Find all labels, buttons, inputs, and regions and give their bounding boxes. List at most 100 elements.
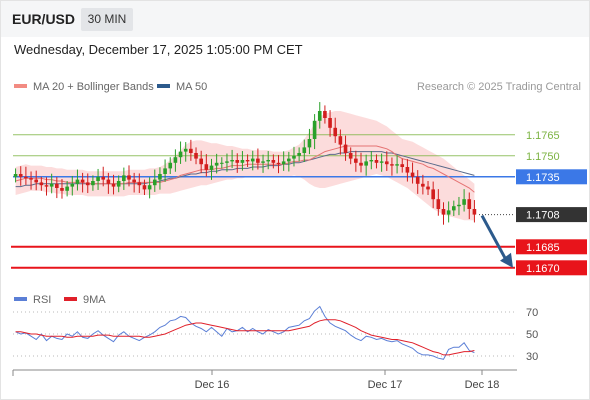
rsi-series-9ma xyxy=(15,319,475,356)
rsi-legend-label: RSI xyxy=(33,294,52,306)
legend-rsi: RSI xyxy=(14,294,51,306)
ma20-legend-label: MA 20 + Bollinger Bands xyxy=(33,81,154,93)
candle-body xyxy=(204,164,209,170)
support-label-bg-5 xyxy=(516,260,587,276)
candle-body xyxy=(55,183,59,188)
candle-body xyxy=(39,182,44,186)
candle-body xyxy=(271,160,276,163)
candle-body xyxy=(142,185,147,190)
candle-body xyxy=(472,209,477,215)
candle-body xyxy=(328,118,332,128)
candle-body xyxy=(80,179,85,183)
candle-body xyxy=(266,160,271,162)
candle-body xyxy=(168,162,173,169)
candle-body xyxy=(462,199,466,205)
candle-body xyxy=(13,174,18,177)
candle-body xyxy=(467,199,472,209)
candle-body xyxy=(415,176,420,184)
candle-body xyxy=(163,168,167,174)
current-label-3: 1.1708 xyxy=(526,210,560,222)
candle-body xyxy=(158,174,162,180)
x-tick-label-0: Dec 16 xyxy=(195,379,230,391)
timeframe-button[interactable]: 30 MIN xyxy=(81,8,133,31)
candle-body xyxy=(421,183,425,187)
candle-body xyxy=(374,160,379,163)
candle-body xyxy=(302,147,307,153)
candle-body xyxy=(18,174,23,177)
candle-body xyxy=(85,182,90,186)
ma9-legend-label: 9MA xyxy=(83,294,106,306)
candle-body xyxy=(261,161,265,163)
candle-body xyxy=(75,179,80,184)
ma50-swatch xyxy=(157,84,170,89)
symbol-label: EUR/USD xyxy=(12,11,76,27)
ma50-legend-label: MA 50 xyxy=(176,81,208,93)
support-label-bg-4 xyxy=(516,239,587,255)
current-label-bg-3 xyxy=(516,207,587,223)
candle-body xyxy=(173,157,178,163)
candle-body xyxy=(457,204,461,207)
candle-body xyxy=(276,162,281,165)
x-tick-label-2: Dec 18 xyxy=(465,379,500,391)
x-tick-label-1: Dec 17 xyxy=(368,379,403,391)
pivot-label-bg-2 xyxy=(516,169,587,185)
candle-body xyxy=(24,176,28,179)
candle-body xyxy=(400,164,405,167)
candle-body xyxy=(70,183,75,187)
candle-body xyxy=(410,172,415,177)
legend-9ma: 9MA xyxy=(64,294,106,306)
candle-body xyxy=(338,136,343,145)
candle-body xyxy=(137,182,142,186)
candle-body xyxy=(147,185,152,190)
candle-body xyxy=(65,186,69,191)
candle-body xyxy=(225,161,229,163)
candle-body xyxy=(230,160,234,162)
candle-body xyxy=(281,161,286,165)
rsi-tick-label-0: 70 xyxy=(526,307,538,319)
candle-body xyxy=(127,175,131,180)
candle-body xyxy=(256,158,260,163)
bollinger-band-fill xyxy=(15,111,475,221)
pivot-label-2: 1.1735 xyxy=(526,172,560,184)
datetime-label: Wednesday, December 17, 2025 1:05:00 PM … xyxy=(14,42,303,57)
forecast-arrow-head xyxy=(500,252,513,268)
candle-body xyxy=(178,151,183,158)
candle-body xyxy=(214,162,219,166)
candle-body xyxy=(49,183,54,187)
candle-body xyxy=(426,186,430,190)
rsi-swatch xyxy=(14,297,27,302)
candle-body xyxy=(111,183,116,187)
candle-body xyxy=(333,127,338,137)
resistance-label-1: 1.1750 xyxy=(526,151,560,163)
rsi-series-rsi xyxy=(15,305,475,360)
candle-body xyxy=(101,176,106,180)
candle-body xyxy=(441,209,446,215)
candle-body xyxy=(235,160,240,163)
candle-body xyxy=(194,153,198,159)
top-bar: EUR/USD 30 MIN xyxy=(1,1,589,37)
candle-body xyxy=(354,158,358,163)
candle-body xyxy=(405,167,410,173)
candle-body xyxy=(312,120,317,139)
candle-body xyxy=(364,161,368,166)
candle-body xyxy=(390,164,394,166)
candle-body xyxy=(60,188,64,191)
candle-body xyxy=(287,158,291,162)
candle-body xyxy=(219,162,224,164)
candle-body xyxy=(91,181,95,186)
candle-body xyxy=(348,153,353,159)
candle-body xyxy=(384,161,389,165)
candle-body xyxy=(379,161,384,163)
candle-body xyxy=(395,164,399,166)
rsi-tick-label-2: 30 xyxy=(526,351,538,363)
candle-body xyxy=(183,148,188,152)
forecast-arrow-shaft xyxy=(480,214,508,261)
candle-body xyxy=(199,158,203,165)
candle-body xyxy=(189,148,193,153)
candle-body xyxy=(106,179,111,184)
credit-label: Research © 2025 Trading Central xyxy=(416,81,581,93)
rsi-tick-label-1: 50 xyxy=(526,329,538,341)
candle-body xyxy=(436,199,441,209)
candle-body xyxy=(292,155,296,159)
